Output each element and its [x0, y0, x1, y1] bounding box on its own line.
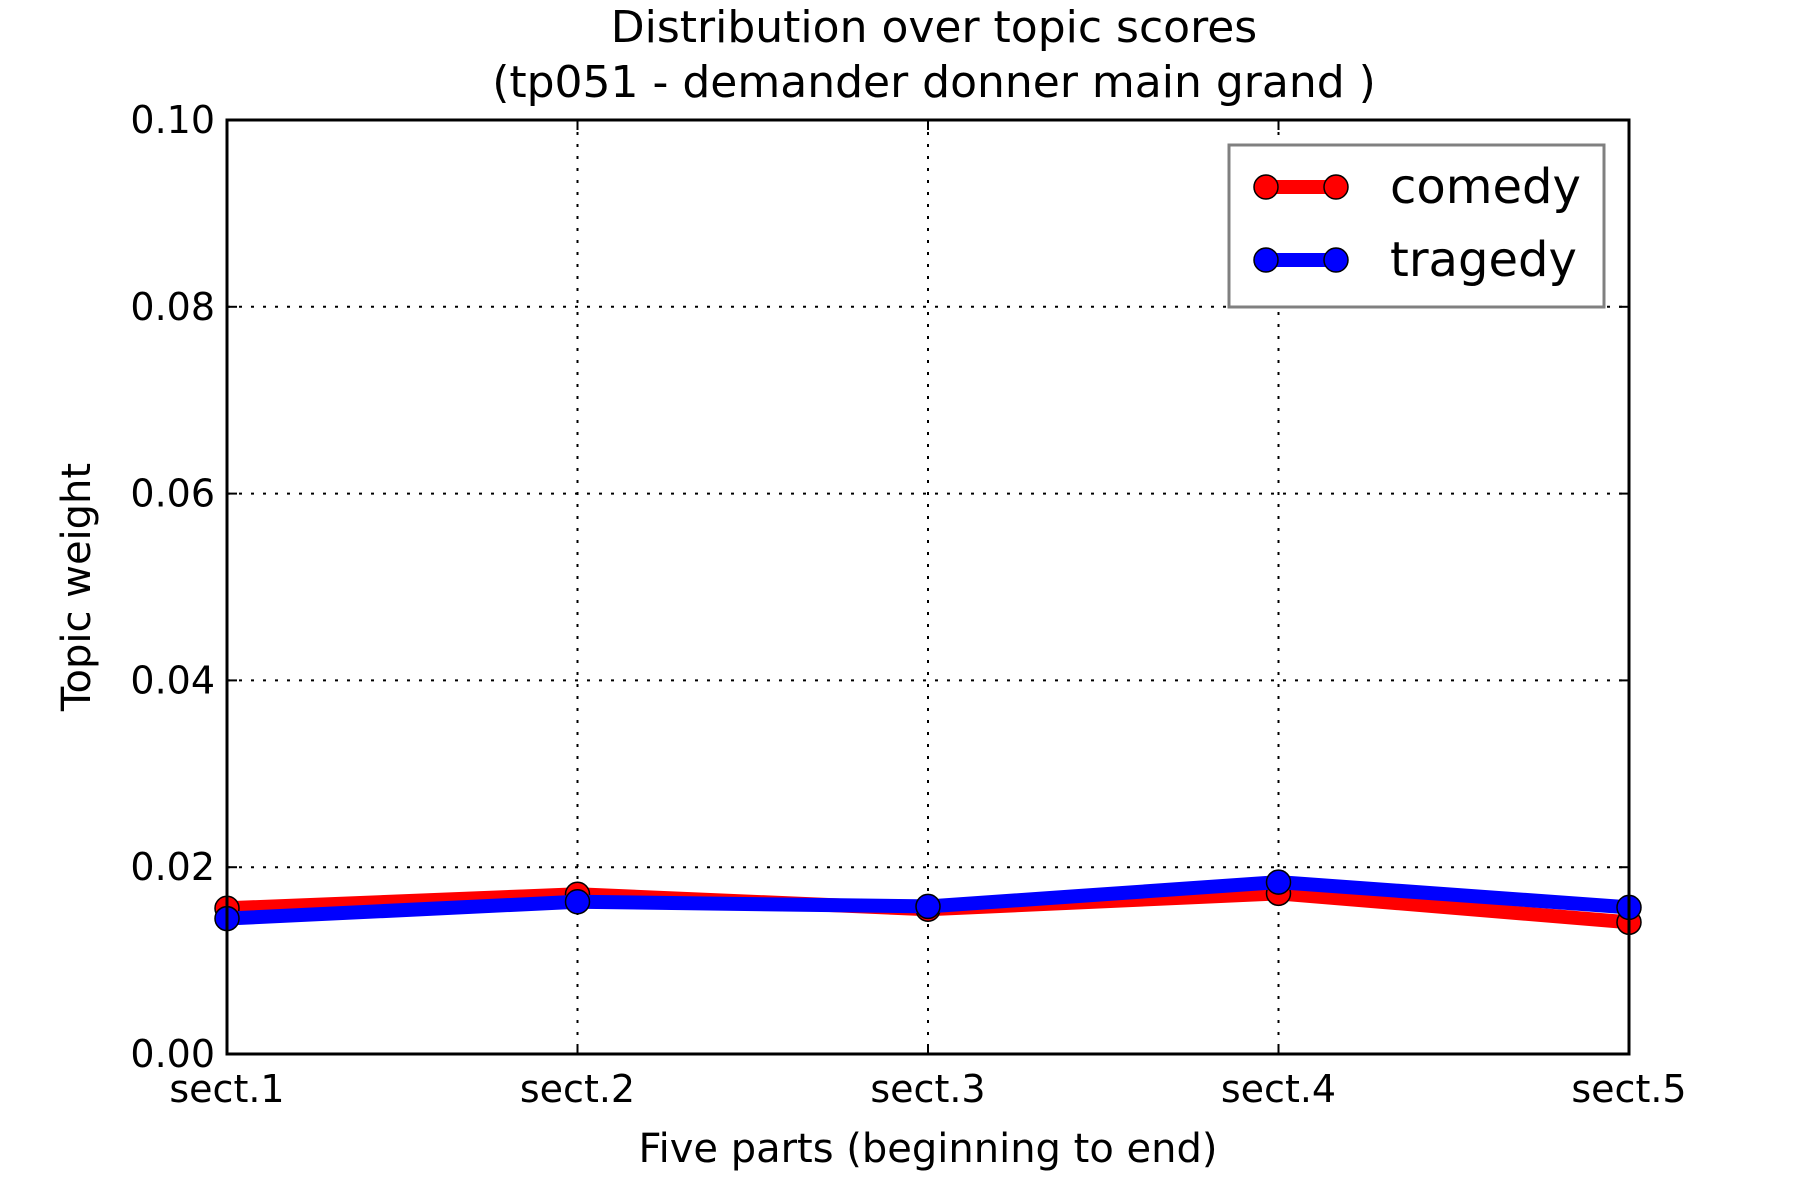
x-tick-label: sect.3	[870, 1067, 985, 1111]
x-tick-labels: sect.1 sect.2 sect.3 sect.4 sect.5	[169, 120, 1687, 1111]
y-tick-label: 0.04	[130, 658, 215, 702]
x-tick-label: sect.4	[1221, 1067, 1336, 1111]
series-tragedy	[214, 869, 1642, 932]
y-tick-label: 0.00	[130, 1032, 215, 1076]
x-axis-label: Five parts (beginning to end)	[638, 1126, 1217, 1172]
data-point-tragedy	[564, 889, 591, 915]
legend-marker	[1323, 247, 1349, 273]
chart-title: Distribution over topic scores	[611, 2, 1257, 53]
data-point-tragedy	[1265, 869, 1292, 895]
chart-subtitle: (tp051 - demander donner main grand )	[492, 57, 1376, 108]
legend-label: tragedy	[1390, 232, 1577, 288]
y-tick-label: 0.08	[130, 285, 215, 329]
y-axis-label: Topic weight	[54, 463, 100, 712]
x-tick-label: sect.2	[520, 1067, 635, 1111]
legend-marker	[1323, 174, 1349, 200]
x-tick-label: sect.1	[169, 1067, 284, 1111]
y-tick-label: 0.02	[130, 845, 215, 889]
legend-box	[1227, 143, 1606, 309]
legend-label: comedy	[1390, 159, 1581, 215]
series-layer	[214, 869, 1642, 936]
data-point-tragedy	[915, 893, 941, 920]
y-tick-label: 0.06	[130, 472, 215, 516]
legend-marker	[1253, 247, 1279, 273]
legend: comedy tragedy	[1227, 143, 1606, 309]
y-tick-labels: 0.00 0.02 0.04 0.06 0.08 0.10	[130, 98, 1629, 1076]
y-tick-label: 0.10	[130, 98, 215, 142]
legend-marker	[1253, 174, 1279, 200]
x-tick-label: sect.5	[1571, 1067, 1686, 1111]
